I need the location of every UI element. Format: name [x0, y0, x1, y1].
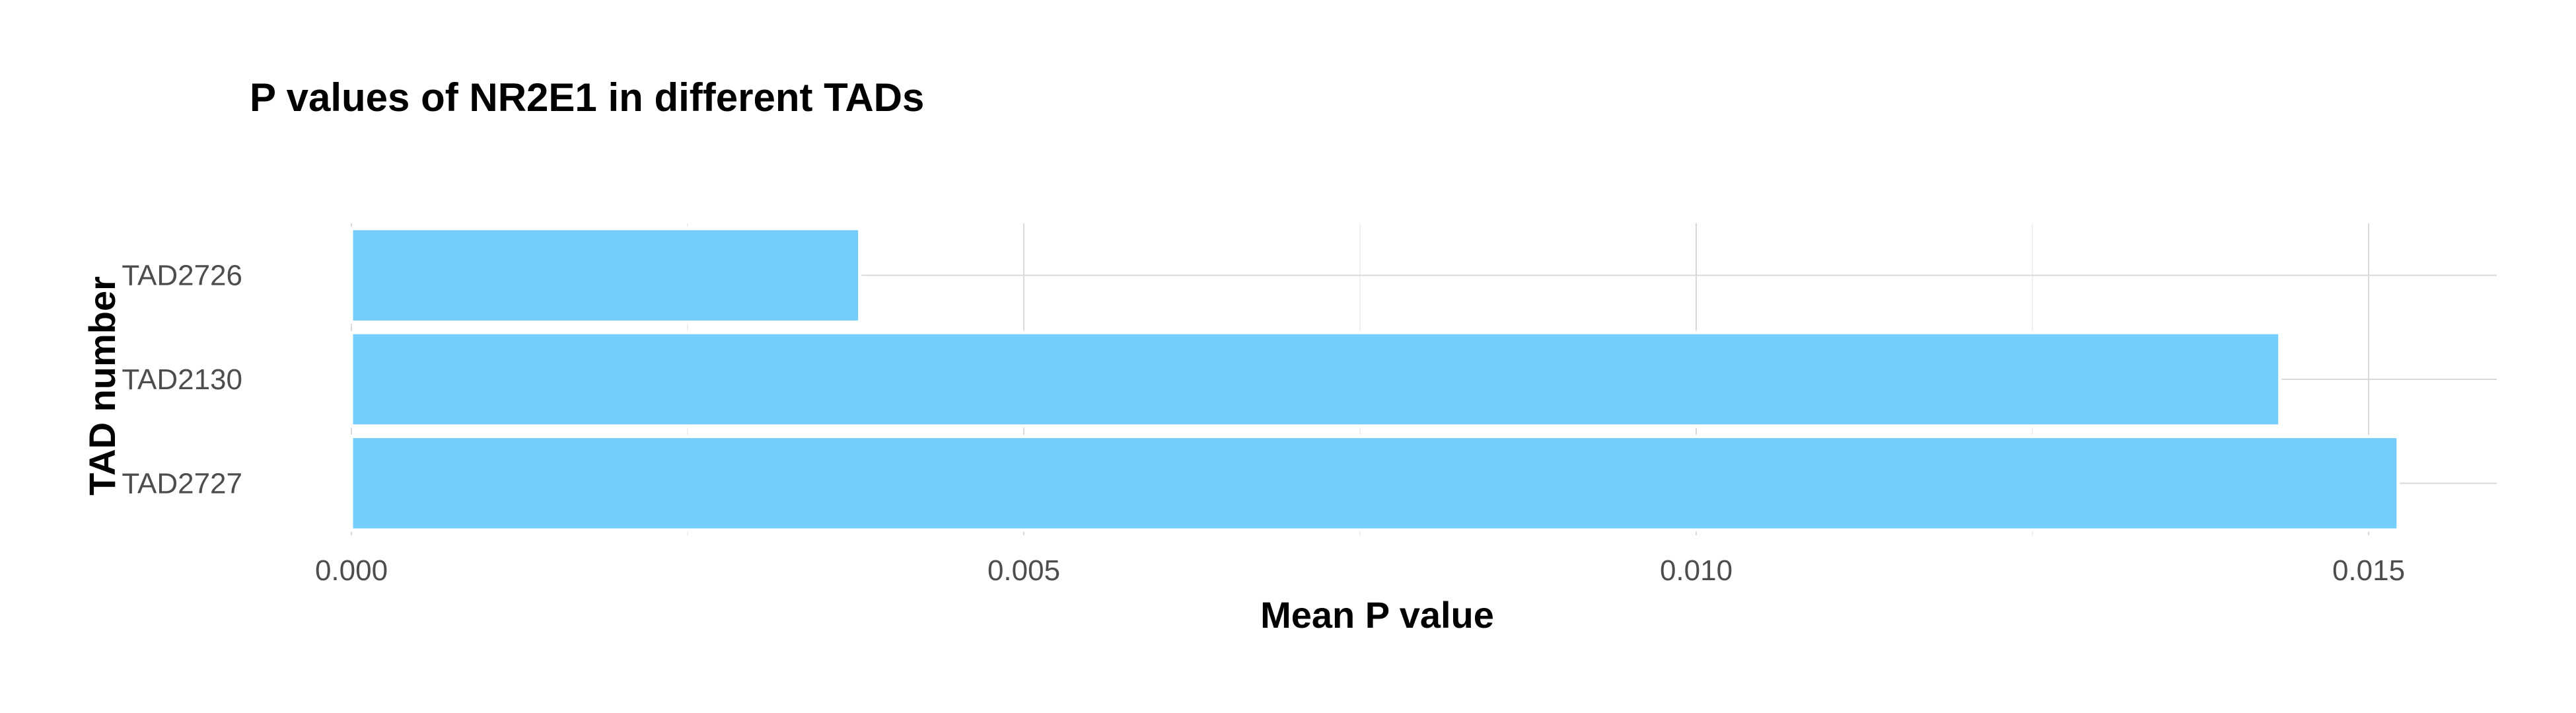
chart-title: P values of NR2E1 in different TADs [250, 75, 924, 120]
y-tick-label: TAD2727 [122, 467, 242, 500]
y-tick-label: TAD2130 [122, 363, 242, 396]
y-axis-title: TAD number [81, 276, 123, 496]
y-axis-ticks: TAD2726 TAD2130 TAD2727 [122, 260, 242, 500]
x-tick-label: 0.005 [987, 554, 1060, 587]
bar-tad2726 [349, 227, 862, 324]
x-tick-label: 0.015 [2332, 554, 2405, 587]
y-tick-label: TAD2726 [122, 260, 242, 292]
x-axis-title: Mean P value [1260, 594, 1494, 636]
bar-tad2130 [349, 330, 2282, 428]
bar-series [349, 227, 2400, 532]
x-tick-label: 0.010 [1660, 554, 1733, 587]
bar-tad2727 [349, 435, 2400, 532]
x-axis-ticks: 0.000 0.005 0.010 0.015 [315, 554, 2405, 587]
x-tick-label: 0.000 [315, 554, 388, 587]
